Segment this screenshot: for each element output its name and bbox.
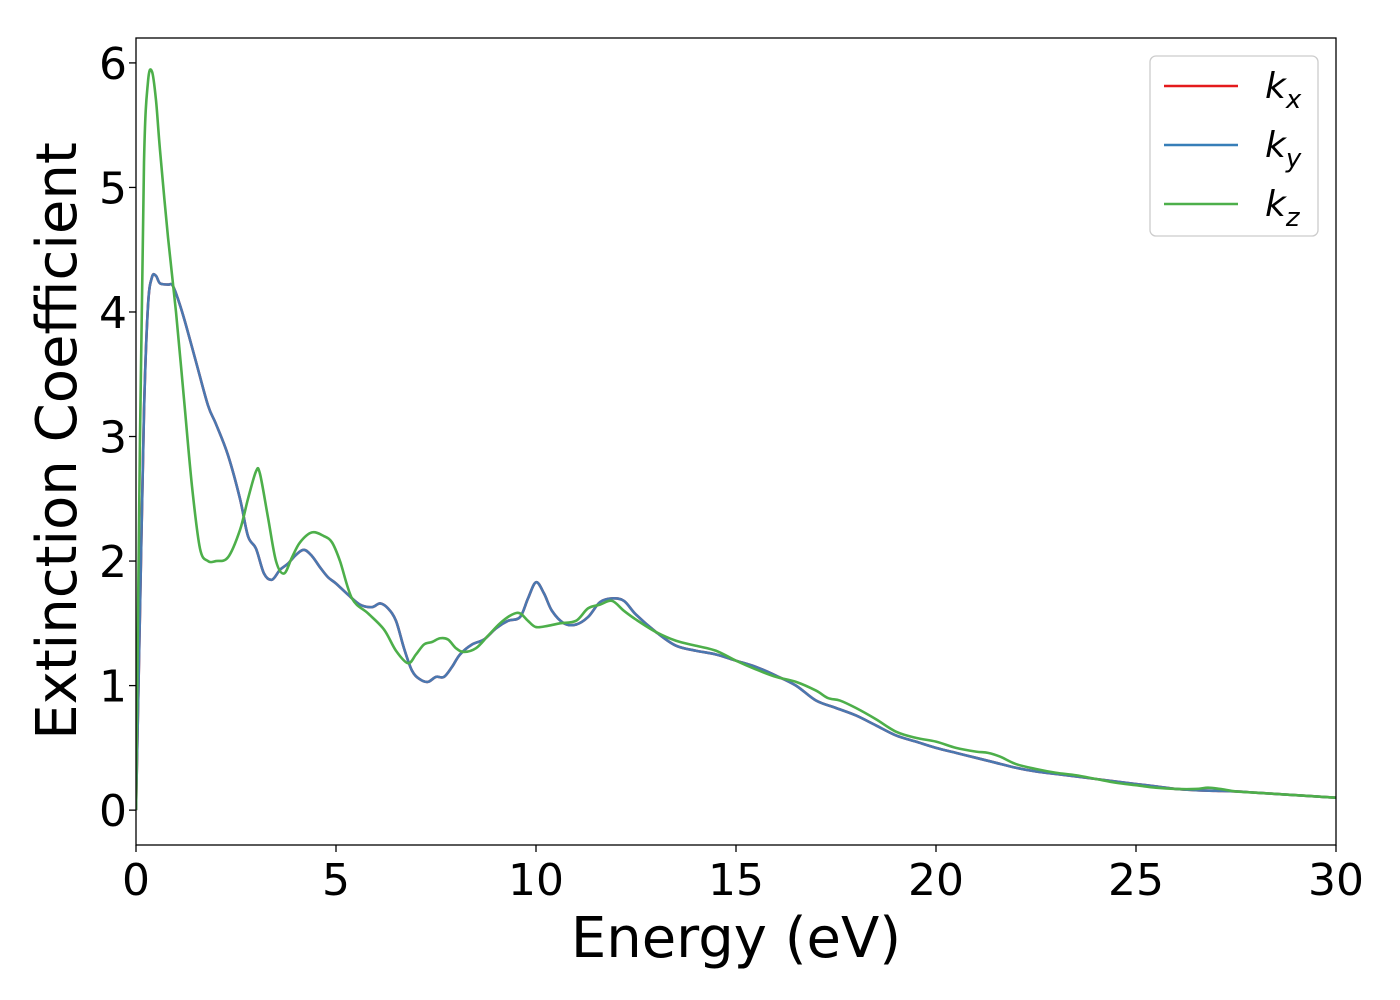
x-tick-label: 20: [908, 855, 964, 906]
y-axis: 0 1 2 3 4 5 6: [99, 39, 136, 837]
x-tick-label: 30: [1308, 855, 1364, 906]
x-tick-label: 5: [322, 855, 350, 906]
x-tick-label: 10: [508, 855, 564, 906]
series-line-kx: [136, 272, 1336, 811]
y-tick-label: 6: [99, 39, 127, 90]
y-tick-label: 4: [99, 288, 127, 339]
x-tick-label: 15: [708, 855, 764, 906]
y-tick-label: 3: [99, 413, 127, 464]
series-line-ky: [136, 272, 1336, 811]
y-tick-label: 1: [99, 662, 127, 713]
y-axis-title: Extinction Coefficient: [25, 142, 90, 740]
x-axis-title: Energy (eV): [571, 906, 901, 971]
legend-label-kz: kz: [1265, 184, 1301, 233]
series-line-kz: [136, 68, 1336, 811]
x-axis: 0 5 10 15 20 25 30: [122, 845, 1364, 906]
y-tick-label: 0: [99, 786, 127, 837]
y-tick-label: 5: [99, 163, 127, 214]
x-tick-label: 0: [122, 855, 150, 906]
series-layer: [136, 68, 1336, 811]
y-tick-label: 2: [99, 537, 127, 588]
x-tick-label: 25: [1108, 855, 1164, 906]
